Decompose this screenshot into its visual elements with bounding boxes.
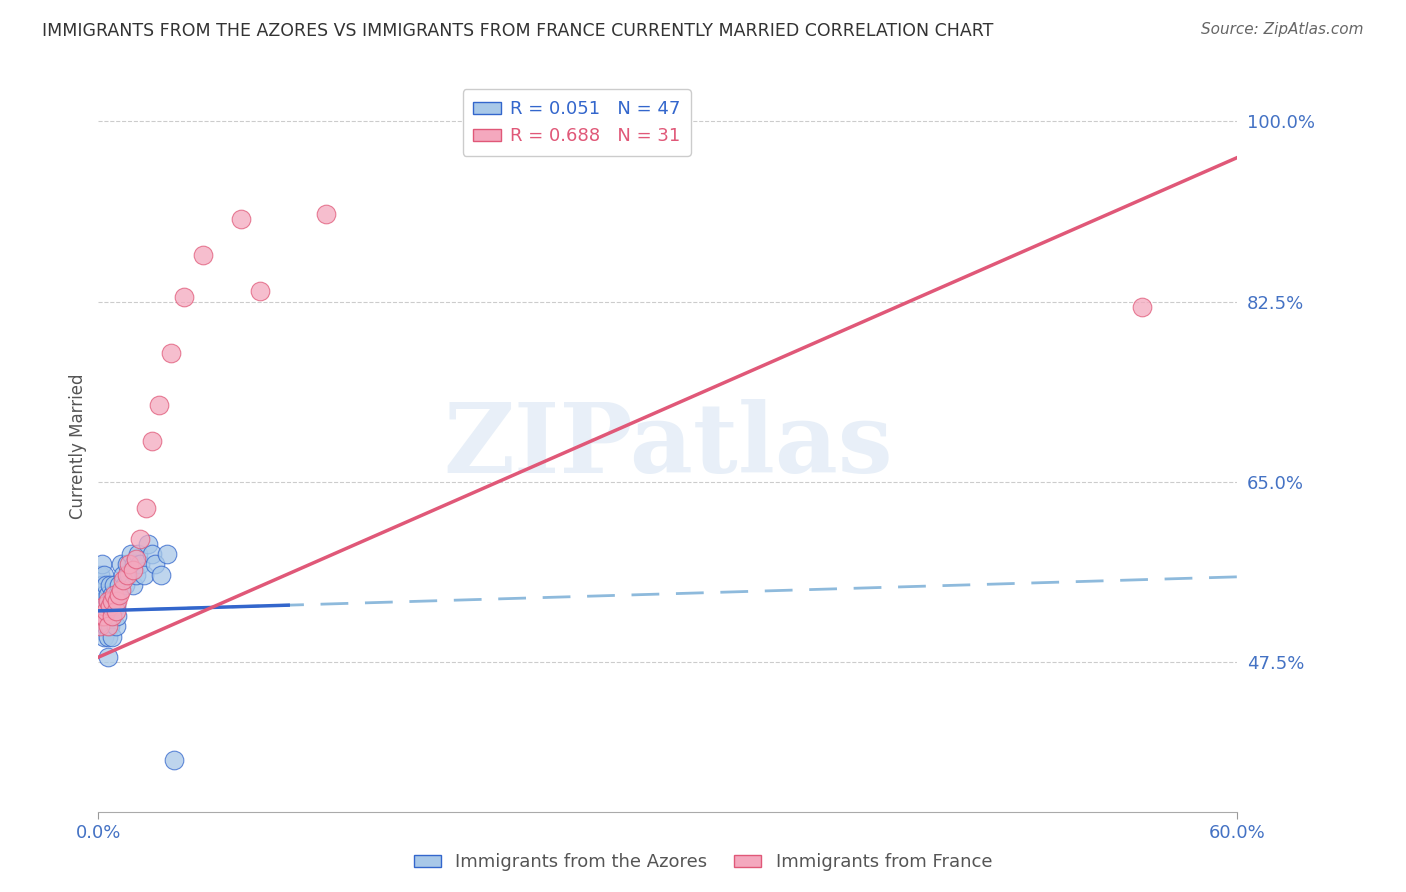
Point	[121, 578, 143, 592]
Point	[110, 583, 132, 598]
Text: ZIPatlas: ZIPatlas	[443, 399, 893, 493]
Point	[97, 630, 120, 644]
Point	[98, 578, 121, 592]
Point	[103, 599, 125, 613]
Point	[97, 609, 120, 624]
Point	[129, 558, 152, 572]
Point	[115, 558, 138, 572]
Point	[91, 578, 114, 592]
Point	[191, 248, 214, 262]
Point	[97, 650, 120, 665]
Legend: Immigrants from the Azores, Immigrants from France: Immigrants from the Azores, Immigrants f…	[406, 847, 1000, 879]
Point	[229, 212, 252, 227]
Point	[159, 346, 181, 360]
Point	[89, 619, 111, 633]
Point	[163, 753, 186, 767]
Point	[94, 599, 117, 613]
Point	[97, 619, 120, 633]
Point	[121, 563, 143, 577]
Point	[98, 599, 121, 613]
Point	[94, 578, 117, 592]
Point	[145, 558, 167, 572]
Text: IMMIGRANTS FROM THE AZORES VS IMMIGRANTS FROM FRANCE CURRENTLY MARRIED CORRELATI: IMMIGRANTS FROM THE AZORES VS IMMIGRANTS…	[42, 22, 994, 40]
Point	[91, 609, 114, 624]
Point	[91, 558, 114, 572]
Point	[104, 599, 127, 613]
Point	[118, 558, 141, 572]
Point	[91, 599, 114, 613]
Point	[127, 547, 149, 561]
Point	[93, 609, 115, 624]
Point	[97, 593, 120, 607]
Point	[156, 547, 179, 561]
Point	[93, 567, 115, 582]
Point	[110, 558, 132, 572]
Point	[115, 567, 138, 582]
Point	[93, 630, 115, 644]
Point	[93, 588, 115, 602]
Point	[100, 593, 122, 607]
Point	[104, 604, 127, 618]
Point	[103, 588, 125, 602]
Point	[94, 619, 117, 633]
Point	[112, 573, 135, 587]
Point	[100, 609, 122, 624]
Y-axis label: Currently Married: Currently Married	[69, 373, 87, 519]
Point	[100, 588, 122, 602]
Point	[315, 207, 337, 221]
Point	[114, 578, 136, 592]
Point	[97, 588, 120, 602]
Point	[89, 588, 111, 602]
Point	[120, 547, 142, 561]
Point	[94, 604, 117, 618]
Point	[108, 588, 131, 602]
Point	[100, 609, 122, 624]
Point	[124, 558, 146, 572]
Point	[93, 599, 115, 613]
Point	[112, 567, 135, 582]
Point	[104, 619, 127, 633]
Point	[1132, 300, 1154, 314]
Point	[148, 398, 170, 412]
Point	[135, 500, 157, 515]
Point	[108, 578, 131, 592]
Legend: R = 0.051   N = 47, R = 0.688   N = 31: R = 0.051 N = 47, R = 0.688 N = 31	[463, 89, 690, 156]
Point	[249, 285, 271, 299]
Point	[173, 290, 195, 304]
Point	[107, 593, 129, 607]
Point	[89, 567, 111, 582]
Point	[125, 567, 148, 582]
Point	[98, 599, 121, 613]
Text: Source: ZipAtlas.com: Source: ZipAtlas.com	[1201, 22, 1364, 37]
Point	[132, 567, 155, 582]
Point	[141, 547, 163, 561]
Point	[103, 578, 125, 592]
Point	[129, 532, 152, 546]
Point	[98, 619, 121, 633]
Point	[107, 609, 129, 624]
Point	[136, 537, 159, 551]
Point	[107, 588, 129, 602]
Point	[118, 567, 141, 582]
Point	[100, 630, 122, 644]
Point	[125, 552, 148, 566]
Point	[141, 434, 163, 448]
Point	[150, 567, 173, 582]
Point	[93, 609, 115, 624]
